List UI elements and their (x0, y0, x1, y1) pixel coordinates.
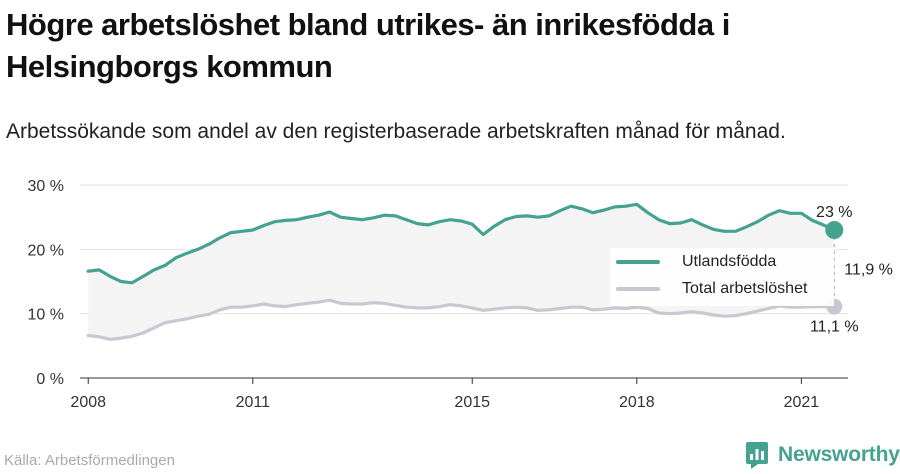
x-tick-label: 2011 (236, 394, 271, 411)
legend-label-total: Total arbetslöshet (682, 280, 808, 297)
chart-title: Högre arbetslöshet bland utrikes- än inr… (6, 7, 730, 84)
end-label-total: 11,1 % (810, 319, 859, 336)
x-tick-label: 2021 (784, 394, 820, 411)
end-point-utlandsfodda (825, 221, 844, 240)
axes: 0 % 10 % 20 % 30 % 2008 2011 2015 2018 2021 (28, 178, 848, 411)
legend-swatch-total (616, 287, 660, 291)
gap-label: 11,9 % (844, 261, 893, 278)
x-tick-label: 2008 (70, 394, 106, 411)
y-tick-label: 20 % (28, 242, 64, 259)
legend: Utlandsfödda Total arbetslöshet (610, 248, 834, 306)
y-tick-label: 10 % (28, 307, 64, 324)
source-note: Källa: Arbetsförmedlingen (4, 452, 175, 469)
y-tick-label: 0 % (36, 371, 64, 388)
x-tick-label: 2015 (454, 394, 490, 411)
legend-swatch-foreign (616, 260, 660, 264)
series-line-total (86, 298, 836, 341)
series-line-utlandsfodda (86, 202, 836, 285)
newsworthy-logo-icon (746, 442, 768, 469)
brand-logo: Newsworthy (745, 440, 900, 470)
legend-item-total: Total arbetslöshet (616, 278, 807, 300)
legend-label-foreign: Utlandsfödda (682, 253, 777, 270)
series-lines (86, 202, 836, 341)
chart-subtitle: Arbetssökande som andel av den registerb… (6, 120, 786, 143)
end-label-utlandsfodda: 23 % (816, 204, 852, 221)
legend-item-foreign: Utlandsfödda (616, 251, 776, 273)
brand-name: Newsworthy (778, 443, 900, 466)
y-tick-label: 30 % (28, 178, 64, 195)
x-tick-label: 2018 (619, 394, 655, 411)
